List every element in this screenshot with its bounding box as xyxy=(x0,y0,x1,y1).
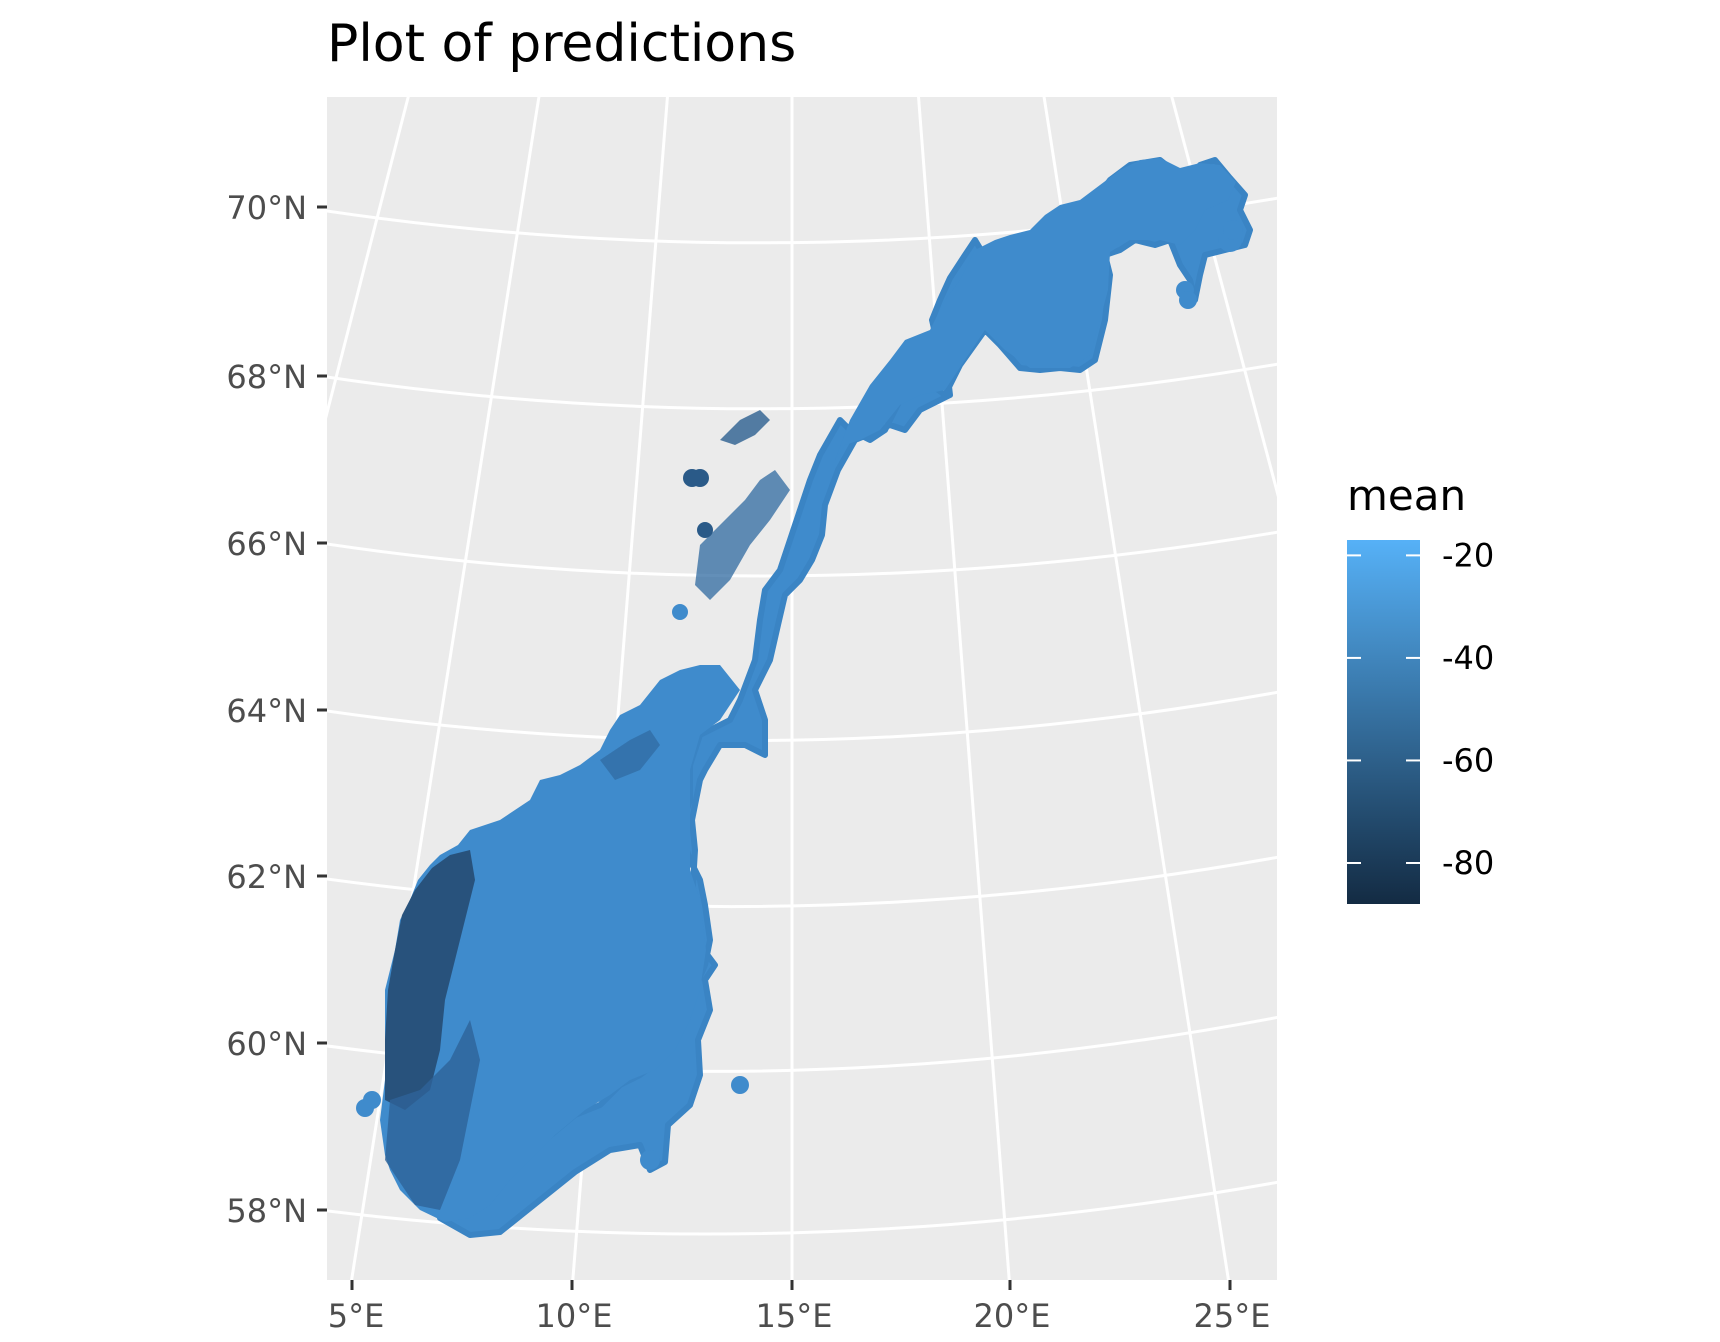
parallel-72 xyxy=(320,35,1290,80)
island-point xyxy=(697,522,713,538)
lat-label-70: 70°N xyxy=(226,189,307,227)
coastal-mid-area xyxy=(695,470,790,600)
legend-label: -60 xyxy=(1442,741,1494,779)
island-point xyxy=(640,1150,660,1170)
lon-label-10: 10°E xyxy=(536,1297,613,1335)
lon-label-15: 15°E xyxy=(756,1297,833,1335)
island-point xyxy=(363,1091,381,1109)
legend-ticks: -20 -40 -60 -80 xyxy=(1347,536,1494,882)
lat-label-68: 68°N xyxy=(226,358,307,396)
meridian-20 xyxy=(917,97,1011,1280)
lofoten-dark-area xyxy=(720,410,770,445)
lat-label-58: 58°N xyxy=(226,1192,307,1230)
lon-label-5: 5°E xyxy=(328,1297,385,1335)
legend-label: -20 xyxy=(1442,536,1494,574)
island-point xyxy=(672,604,688,620)
trondelag-dark-area xyxy=(600,730,660,780)
norway-landmass xyxy=(437,157,1253,1238)
lon-axis-ticks xyxy=(350,1280,1232,1290)
lon-label-25: 25°E xyxy=(1194,1297,1271,1335)
meridian-30 xyxy=(1170,97,1277,498)
island-point xyxy=(731,1076,749,1094)
parallel-64 xyxy=(327,690,1277,743)
parallel-68 xyxy=(327,362,1277,411)
legend-label: -40 xyxy=(1442,639,1494,677)
norway-predictions xyxy=(356,157,1253,1238)
island-point xyxy=(1223,220,1243,240)
island-point xyxy=(691,469,709,487)
legend-title: mean xyxy=(1347,471,1466,520)
west-coast-dark-area xyxy=(385,850,475,1110)
lat-label-66: 66°N xyxy=(226,525,307,563)
plot-title: Plot of predictions xyxy=(327,14,797,74)
lat-label-64: 64°N xyxy=(226,692,307,730)
norway-north-body xyxy=(835,158,1236,460)
meridian-0 xyxy=(327,97,410,419)
lat-label-60: 60°N xyxy=(226,1025,307,1063)
lat-axis-ticks xyxy=(317,205,327,1212)
lon-label-20: 20°E xyxy=(974,1297,1051,1335)
legend-colorbar xyxy=(1347,540,1420,904)
legend: mean -20 -40 -60 -80 xyxy=(1347,471,1494,904)
lat-label-62: 62°N xyxy=(226,858,307,896)
meridian-5 xyxy=(350,97,541,1280)
legend-label: -80 xyxy=(1442,844,1494,882)
island-point xyxy=(1179,291,1197,309)
southwest-mid-area xyxy=(385,1020,480,1210)
